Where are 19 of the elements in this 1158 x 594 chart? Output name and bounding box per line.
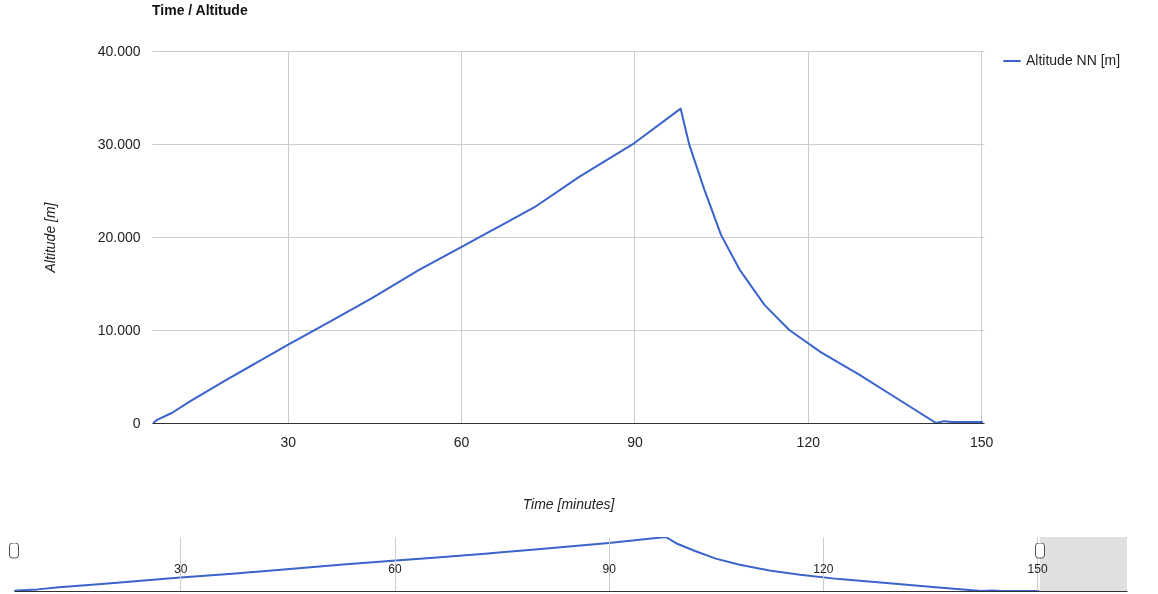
x-tick-label: 60: [388, 561, 403, 576]
x-axis-title: Time [minutes]: [522, 495, 616, 512]
x-tick-label: 120: [813, 561, 834, 576]
x-tick-label: 90: [602, 561, 617, 576]
x-tick-label: 150: [969, 433, 994, 450]
x-tick-label: 150: [1027, 561, 1048, 576]
x-tick-label: 30: [174, 561, 188, 576]
y-tick-label: 40.000: [97, 42, 141, 59]
y-tick-label: 20.000: [97, 228, 141, 245]
y-axis-title: Altitude [m]: [41, 201, 58, 274]
y-tick-label: 0: [132, 414, 141, 431]
chart-title: Time / Altitude: [152, 2, 248, 18]
x-tick-label: 120: [796, 433, 821, 450]
y-tick-label: 30.000: [97, 135, 141, 152]
x-tick-label: 30: [280, 433, 297, 450]
x-tick-label: 90: [627, 433, 643, 450]
legend-label: Altitude NN [m]: [1026, 52, 1121, 68]
y-tick-label: 10.000: [97, 321, 141, 338]
x-tick-label: 60: [453, 433, 470, 450]
